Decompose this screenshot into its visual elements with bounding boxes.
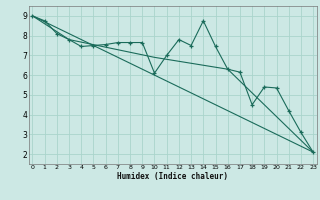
X-axis label: Humidex (Indice chaleur): Humidex (Indice chaleur) [117, 172, 228, 181]
